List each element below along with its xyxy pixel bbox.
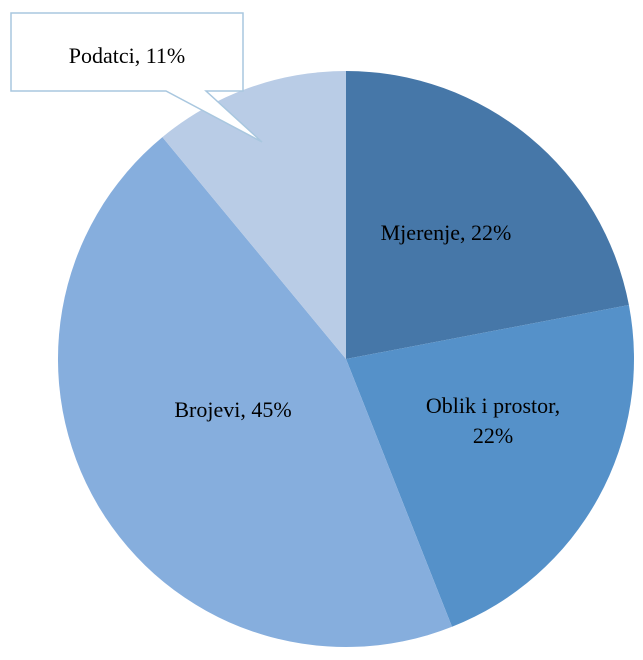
pie-slice-mjerenje bbox=[346, 70, 629, 359]
pie-labels: Mjerenje, 22% Oblik i prostor, 22% Brojevi,… bbox=[174, 220, 560, 448]
callout-box bbox=[10, 12, 263, 143]
pie-slice-oblik-i-prostor bbox=[346, 305, 635, 627]
pie-slice-brojevi bbox=[57, 137, 453, 648]
pie-slices bbox=[57, 70, 635, 648]
slice-label-podatci: Podatci, 11% bbox=[69, 43, 186, 68]
slice-label-oblik-i-prostor: Oblik i prostor, 22% bbox=[426, 393, 560, 448]
slice-label-mjerenje: Mjerenje, 22% bbox=[381, 220, 512, 245]
slice-label-brojevi: Brojevi, 45% bbox=[174, 397, 291, 422]
callout-group: Podatci, 11% bbox=[10, 12, 263, 143]
pie-slice-podatci bbox=[162, 71, 346, 359]
